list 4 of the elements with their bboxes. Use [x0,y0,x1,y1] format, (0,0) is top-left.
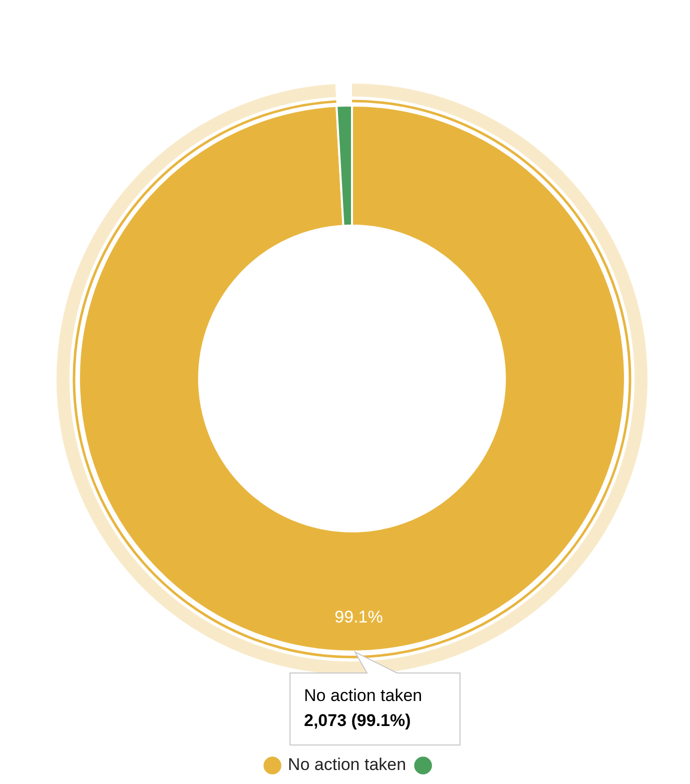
text: No action taken [304,685,422,707]
text: 2,073 (99.1%) [304,710,412,732]
legend-label: No action taken [288,755,406,774]
data-label: 99.1% [334,607,383,626]
